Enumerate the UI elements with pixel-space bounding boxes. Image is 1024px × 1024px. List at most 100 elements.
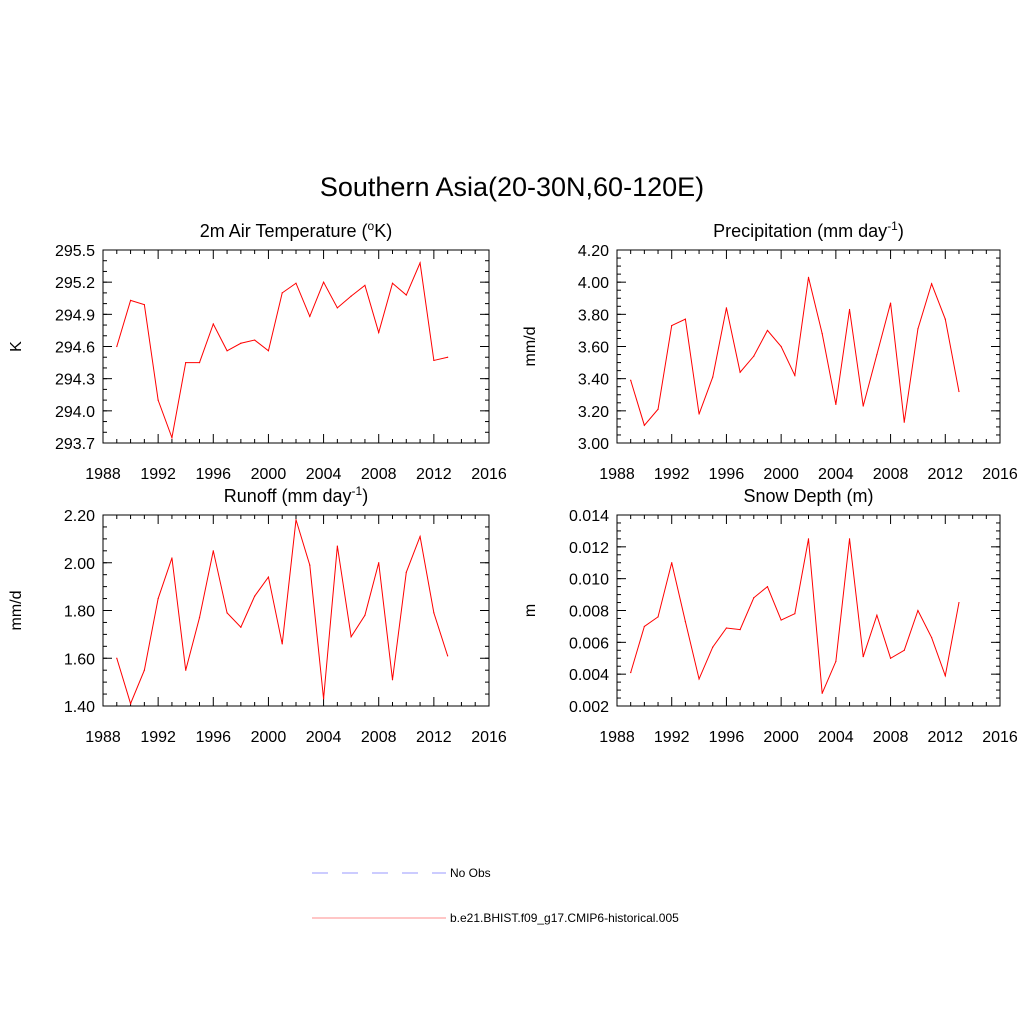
x-tick-label: 2004 — [818, 729, 854, 746]
y-tick-label: 293.7 — [55, 436, 95, 453]
y-tick-label: 294.9 — [55, 307, 95, 324]
data-point — [712, 376, 714, 378]
data-point — [903, 421, 905, 423]
data-point — [739, 371, 741, 373]
data-point — [336, 307, 338, 309]
y-tick-label: 3.00 — [578, 436, 609, 453]
y-axis-label: m — [522, 604, 539, 617]
x-tick-label: 1988 — [85, 466, 121, 483]
panel-title-superscript: -1 — [352, 484, 363, 498]
data-point — [143, 304, 145, 306]
x-tick-label: 1988 — [599, 466, 635, 483]
data-point — [240, 626, 242, 628]
x-tick-label: 1996 — [195, 466, 231, 483]
y-tick-label: 0.012 — [569, 540, 609, 557]
y-tick-label: 1.80 — [64, 604, 95, 621]
x-tick-label: 2008 — [873, 729, 909, 746]
x-tick-label: 2012 — [927, 729, 963, 746]
panel-title-suffix: ) — [362, 486, 368, 506]
data-point — [267, 350, 270, 352]
data-point — [684, 318, 686, 320]
data-point — [725, 307, 728, 309]
series-line — [630, 277, 960, 427]
y-tick-label: 3.60 — [578, 340, 609, 357]
x-tick-label: 2008 — [873, 466, 909, 483]
data-point — [698, 678, 700, 680]
data-point — [143, 669, 145, 671]
plot-frame — [102, 514, 490, 707]
data-point — [212, 550, 214, 552]
data-point — [171, 437, 173, 439]
y-tick-label: 3.20 — [578, 404, 609, 421]
x-tick-label: 2008 — [361, 466, 397, 483]
data-point — [157, 597, 159, 600]
data-point — [917, 328, 919, 330]
data-point — [766, 586, 769, 588]
panel-title: Precipitation (mm day-1) — [713, 219, 904, 241]
panel-3: Runoff (mm day-1) mm/d 1988 1992 1996 2000 200… — [8, 484, 507, 746]
data-point — [848, 538, 851, 540]
data-point — [405, 294, 407, 296]
data-point — [712, 646, 714, 648]
data-point — [309, 564, 311, 566]
data-point — [378, 562, 380, 564]
panel-title-superscript: o — [368, 219, 375, 233]
data-point — [281, 292, 283, 294]
data-point — [116, 345, 118, 348]
x-tick-label: 1992 — [140, 466, 176, 483]
data-point — [364, 284, 366, 286]
x-tick-label: 1996 — [195, 729, 231, 746]
data-point — [643, 625, 645, 628]
y-tick-label: 0.006 — [569, 635, 609, 652]
x-tick-label: 1988 — [85, 729, 121, 746]
x-tick-label: 2012 — [416, 729, 452, 746]
data-point — [171, 557, 173, 559]
y-tick-label: 294.6 — [55, 340, 95, 357]
panels: 2m Air Temperature (oK) K 1988 1992 1996 2000… — [8, 219, 1018, 746]
y-tick-label: 1.60 — [64, 651, 95, 668]
data-point — [958, 390, 960, 393]
y-tick-label: 2.00 — [64, 556, 95, 573]
x-tick-label: 2012 — [416, 466, 452, 483]
data-point — [657, 616, 659, 618]
data-point — [350, 636, 352, 638]
data-point — [185, 361, 187, 364]
data-point — [350, 295, 352, 297]
x-tick-label: 2000 — [763, 466, 799, 483]
data-point — [794, 613, 796, 615]
data-point — [322, 281, 325, 283]
data-point — [698, 413, 700, 415]
x-tick-label: 1992 — [654, 729, 690, 746]
y-tick-label: 0.014 — [569, 508, 609, 525]
panel-title: Runoff (mm day-1) — [224, 484, 368, 506]
y-tick-label: 0.002 — [569, 699, 609, 716]
y-tick-label: 3.80 — [578, 307, 609, 324]
data-point — [821, 333, 823, 335]
x-tick-label: 2000 — [251, 466, 287, 483]
data-point — [391, 282, 394, 284]
x-tick-label: 2016 — [471, 466, 507, 483]
data-point — [378, 331, 380, 334]
panel-1: 2m Air Temperature (oK) K 1988 1992 1996 2000… — [8, 219, 507, 483]
data-point — [671, 324, 673, 327]
data-point — [391, 679, 394, 681]
data-point — [657, 408, 659, 410]
data-point — [198, 617, 201, 619]
data-point — [185, 669, 187, 671]
data-point — [753, 355, 755, 357]
data-point — [848, 308, 851, 311]
y-axis-label: mm/d — [522, 327, 539, 367]
data-point — [821, 692, 823, 694]
data-point — [944, 675, 946, 677]
x-tick-label: 1992 — [654, 466, 690, 483]
data-point — [903, 649, 905, 651]
panel-title: 2m Air Temperature (oK) — [200, 219, 392, 241]
y-tick-label: 3.40 — [578, 372, 609, 389]
data-point — [281, 643, 283, 645]
y-tick-label: 294.3 — [55, 372, 95, 389]
y-tick-label: 4.00 — [578, 275, 609, 292]
y-tick-label: 0.004 — [569, 667, 609, 684]
x-tick-label: 2016 — [471, 729, 507, 746]
x-tick-label: 2004 — [818, 466, 854, 483]
data-point — [212, 323, 214, 325]
